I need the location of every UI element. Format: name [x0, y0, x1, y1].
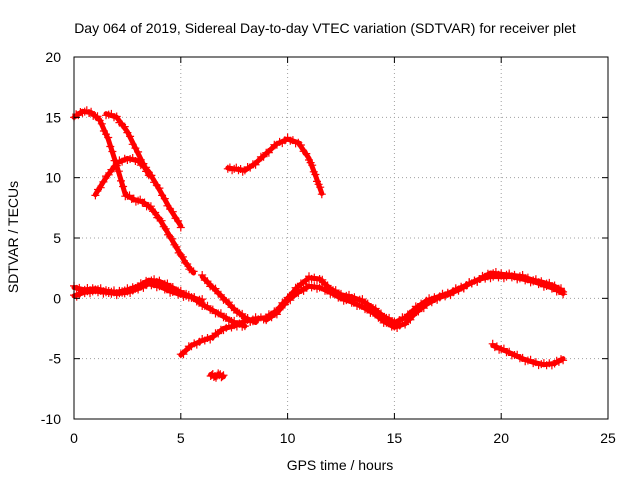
data-point	[112, 112, 121, 121]
y-tick-label: 5	[53, 230, 61, 246]
data-point	[308, 161, 317, 170]
data-point	[318, 275, 327, 284]
data-point	[172, 242, 181, 251]
data-point	[559, 287, 568, 296]
y-tick-label: -5	[49, 351, 62, 367]
data-point	[134, 147, 143, 156]
data-point	[198, 271, 207, 279]
data-point	[224, 298, 233, 307]
data-point	[161, 224, 170, 233]
data-point	[296, 141, 305, 149]
x-tick-label: 15	[387, 430, 403, 446]
data-point	[168, 234, 177, 243]
data-point	[114, 167, 123, 176]
data-point	[219, 371, 228, 380]
data-point	[106, 142, 115, 151]
data-point	[176, 223, 185, 232]
data-point	[238, 309, 247, 318]
x-tick-label: 10	[280, 430, 296, 446]
x-tick-label: 5	[177, 430, 185, 446]
data-point	[146, 202, 155, 211]
data-point	[87, 107, 96, 116]
series-arc-C	[70, 106, 198, 276]
chart-title: Day 064 of 2019, Sidereal Day-to-day VTE…	[74, 20, 576, 36]
data-point	[275, 305, 284, 314]
data-point	[211, 284, 220, 293]
data-point	[272, 310, 281, 319]
data-point	[157, 216, 166, 225]
y-tick-label: 0	[53, 290, 61, 306]
data-point	[117, 176, 125, 185]
series-arc-B	[70, 278, 207, 305]
data-point	[91, 191, 100, 200]
data-point	[97, 119, 106, 128]
data-point	[377, 314, 385, 323]
data-point	[174, 216, 183, 225]
data-point	[311, 170, 320, 179]
data-point	[230, 304, 239, 313]
data-point	[93, 112, 102, 121]
y-axis-title: SDTVAR / TECUs	[5, 181, 21, 293]
data-point	[168, 207, 177, 216]
data-point	[280, 300, 289, 309]
data-point	[559, 356, 568, 365]
data-point	[178, 252, 187, 261]
series-arc-I	[223, 133, 326, 199]
data-point	[218, 372, 227, 381]
y-tick-label: 15	[45, 109, 61, 125]
data-point	[371, 309, 380, 318]
data-point	[151, 208, 160, 217]
axis-ticks: 0 5 10 15 20 25 -10 -5 0 5 10 15 20	[41, 49, 616, 446]
data-point	[110, 164, 118, 173]
data-point	[99, 177, 108, 186]
data-point	[401, 320, 410, 329]
data-point	[317, 190, 326, 199]
data-point	[302, 149, 311, 158]
data-point	[155, 184, 164, 193]
x-tick-label: 25	[600, 430, 616, 446]
data-point	[139, 159, 148, 168]
data-point	[406, 315, 415, 324]
data-point	[126, 132, 135, 141]
x-axis-title: GPS time / hours	[287, 457, 394, 473]
y-tick-label: 20	[45, 49, 61, 65]
data-point	[198, 295, 207, 304]
series-arc-J	[206, 369, 228, 382]
data-point	[104, 170, 113, 179]
y-tick-label: 10	[45, 170, 61, 186]
data-point	[144, 171, 153, 180]
data-point	[119, 182, 128, 191]
data-point	[216, 290, 225, 299]
series-arc-E	[102, 109, 153, 180]
x-tick-label: 20	[493, 430, 509, 446]
data-points	[70, 106, 568, 382]
y-tick-label: -10	[41, 411, 61, 427]
x-tick-label: 0	[70, 430, 78, 446]
data-point	[104, 133, 113, 142]
series-arc-H	[262, 268, 568, 332]
data-point	[189, 267, 198, 276]
data-point	[409, 311, 418, 320]
data-point	[96, 183, 105, 192]
data-point	[203, 277, 212, 286]
data-point	[120, 122, 129, 131]
data-point	[183, 260, 192, 268]
data-point	[316, 183, 325, 192]
data-point	[160, 194, 169, 203]
data-point	[108, 147, 117, 156]
series-arc-K	[488, 339, 568, 370]
